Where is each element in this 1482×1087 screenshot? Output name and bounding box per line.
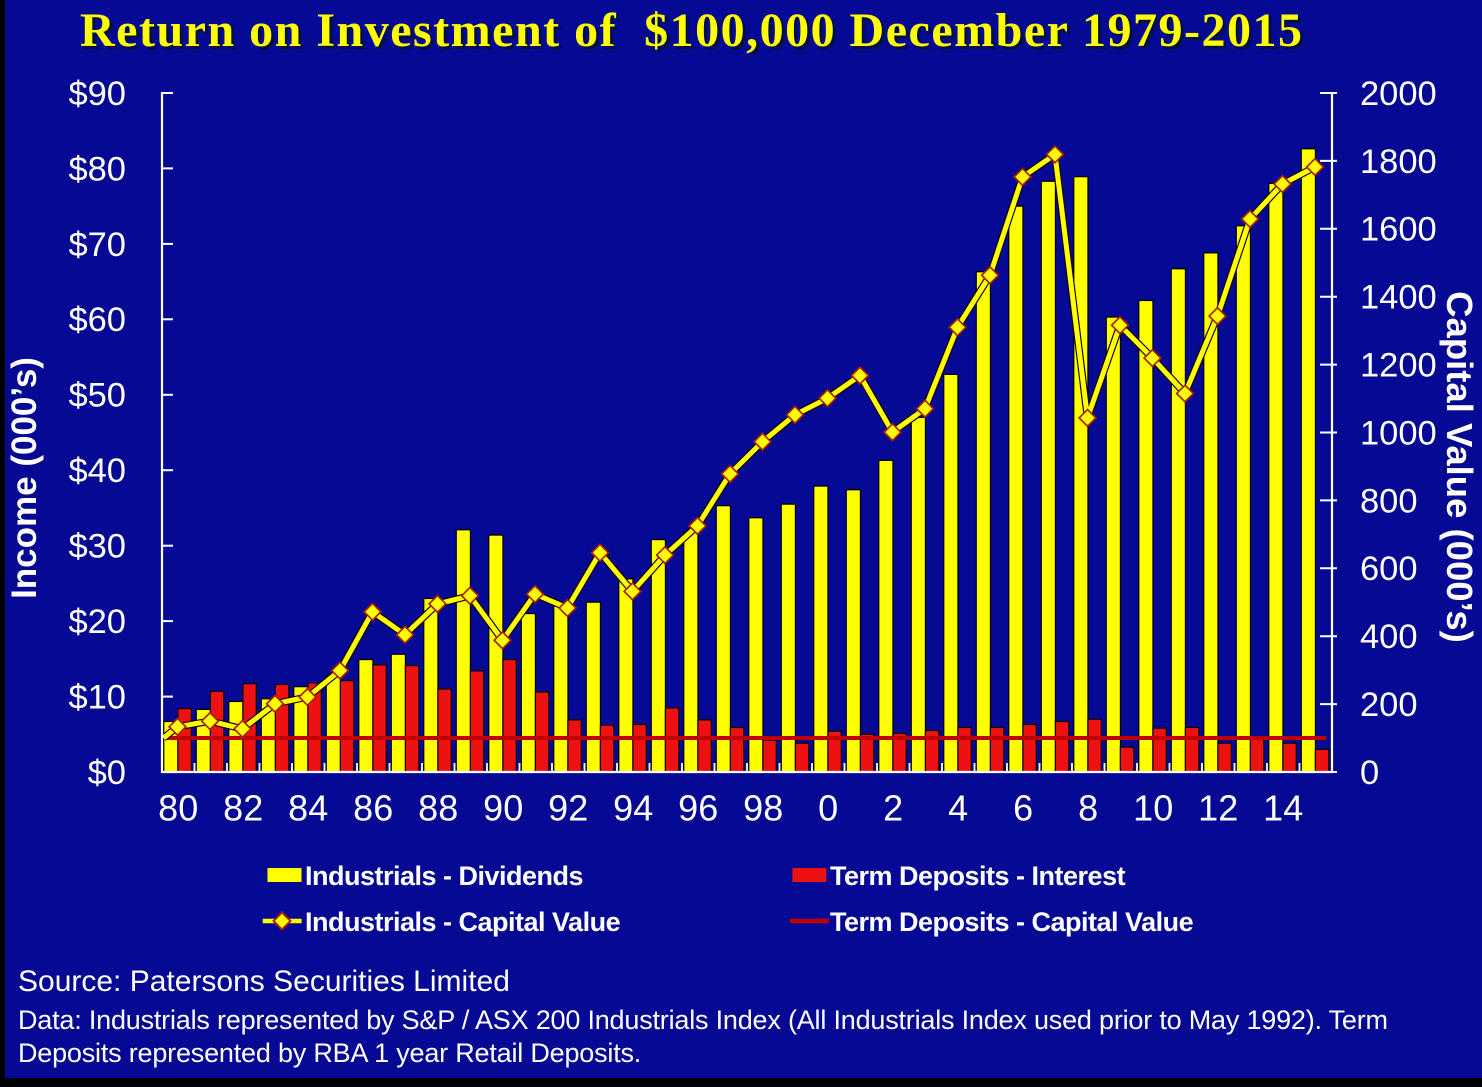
svg-text:$60: $60 bbox=[68, 301, 126, 339]
svg-text:4: 4 bbox=[948, 788, 968, 829]
svg-text:600: 600 bbox=[1360, 550, 1418, 588]
svg-text:Data: Industrials represented: Data: Industrials represented by S&P / A… bbox=[18, 1005, 1388, 1035]
svg-text:Return on Investment of $100,: Return on Investment of $100,000 Decembe… bbox=[83, 7, 1305, 60]
svg-text:94: 94 bbox=[613, 788, 653, 829]
svg-text:Term Deposits - Interest: Term Deposits - Interest bbox=[830, 861, 1126, 891]
svg-text:2000: 2000 bbox=[1360, 75, 1437, 113]
svg-text:6: 6 bbox=[1013, 788, 1033, 829]
svg-text:88: 88 bbox=[418, 788, 458, 829]
svg-text:1000: 1000 bbox=[1360, 414, 1437, 452]
svg-text:1600: 1600 bbox=[1360, 211, 1437, 249]
svg-text:1200: 1200 bbox=[1360, 347, 1437, 385]
svg-text:$40: $40 bbox=[68, 452, 126, 490]
svg-text:10: 10 bbox=[1133, 788, 1173, 829]
svg-text:86: 86 bbox=[353, 788, 393, 829]
svg-text:$0: $0 bbox=[88, 754, 126, 792]
svg-text:92: 92 bbox=[548, 788, 588, 829]
svg-text:Term Deposits - Capital Value: Term Deposits - Capital Value bbox=[830, 907, 1194, 937]
svg-text:400: 400 bbox=[1360, 618, 1418, 656]
svg-text:Income (000’s): Income (000’s) bbox=[5, 357, 44, 599]
svg-text:$80: $80 bbox=[68, 150, 126, 188]
svg-text:$10: $10 bbox=[68, 679, 126, 717]
svg-text:$30: $30 bbox=[68, 528, 126, 566]
svg-text:96: 96 bbox=[678, 788, 718, 829]
svg-text:80: 80 bbox=[158, 788, 198, 829]
svg-text:$70: $70 bbox=[68, 226, 126, 264]
svg-text:1800: 1800 bbox=[1360, 143, 1437, 181]
svg-text:82: 82 bbox=[223, 788, 263, 829]
svg-text:Capital Value (000’s): Capital Value (000’s) bbox=[1439, 291, 1480, 643]
svg-text:12: 12 bbox=[1198, 788, 1238, 829]
svg-text:Return on Investment of $100,: Return on Investment of $100,000 Decembe… bbox=[80, 4, 1302, 57]
svg-text:8: 8 bbox=[1078, 788, 1098, 829]
svg-text:$20: $20 bbox=[68, 603, 126, 641]
svg-text:200: 200 bbox=[1360, 686, 1418, 724]
svg-text:84: 84 bbox=[288, 788, 328, 829]
svg-text:Source: Patersons Securities L: Source: Patersons Securities Limited bbox=[18, 965, 510, 998]
svg-text:98: 98 bbox=[743, 788, 783, 829]
svg-text:0: 0 bbox=[818, 788, 838, 829]
svg-text:2: 2 bbox=[883, 788, 903, 829]
svg-text:Industrials - Dividends: Industrials - Dividends bbox=[305, 861, 583, 891]
svg-text:Deposits represented by RBA 1: Deposits represented by RBA 1 year Retai… bbox=[18, 1038, 641, 1068]
svg-text:Industrials - Capital Value: Industrials - Capital Value bbox=[305, 907, 621, 937]
svg-text:$90: $90 bbox=[68, 75, 126, 113]
svg-text:14: 14 bbox=[1263, 788, 1303, 829]
svg-text:800: 800 bbox=[1360, 482, 1418, 520]
svg-text:0: 0 bbox=[1360, 754, 1379, 792]
svg-text:90: 90 bbox=[483, 788, 523, 829]
svg-text:$50: $50 bbox=[68, 377, 126, 415]
svg-text:1400: 1400 bbox=[1360, 279, 1437, 317]
